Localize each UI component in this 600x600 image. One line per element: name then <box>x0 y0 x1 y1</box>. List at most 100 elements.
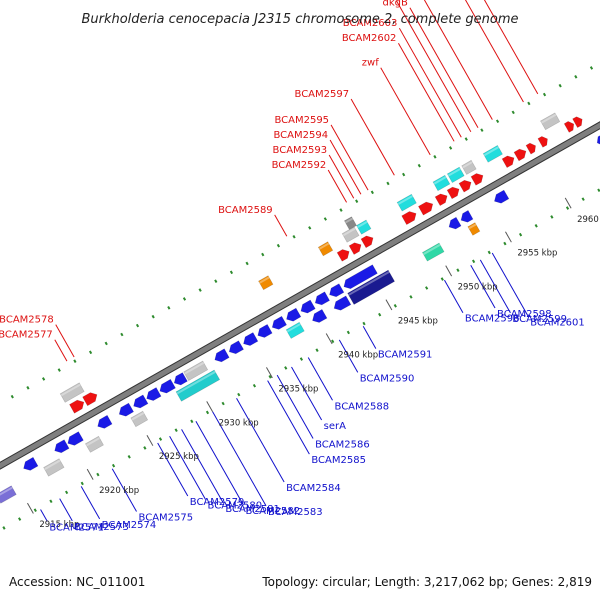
gene-label[interactable]: BCAM2589 <box>218 205 273 216</box>
gene-label[interactable]: BCAM2595 <box>274 115 329 126</box>
gene-feature[interactable] <box>396 193 417 212</box>
gene-label[interactable]: BCAM2593 <box>273 145 328 156</box>
gene-label[interactable]: BCAM2586 <box>315 439 370 450</box>
gene-label[interactable]: BCAM2580 <box>208 501 263 512</box>
gene-feature[interactable] <box>69 399 85 414</box>
gene-label[interactable]: BCAM2582 <box>245 506 300 517</box>
gene-feature[interactable] <box>214 348 230 363</box>
gene-label[interactable]: BCAM2574 <box>102 520 157 531</box>
scale-tick-mark <box>206 401 214 413</box>
gene-labels[interactable]: BCAM2577 BCAM2578 BCAM2589 BCAM2592 BCAM2593… <box>0 0 585 533</box>
gene-feature[interactable] <box>348 242 362 255</box>
gene-feature[interactable] <box>347 269 396 305</box>
gene-feature[interactable] <box>482 144 503 163</box>
gene-label[interactable]: BCAM2581 <box>225 504 280 515</box>
gene-feature[interactable] <box>159 378 176 394</box>
gene-feature[interactable] <box>343 264 378 290</box>
gene-feature[interactable] <box>343 216 357 230</box>
gene-feature[interactable] <box>537 136 548 148</box>
gene-feature[interactable] <box>285 321 305 339</box>
gene-feature[interactable] <box>461 159 477 175</box>
gene-feature[interactable] <box>448 216 462 230</box>
gene-feature[interactable] <box>243 332 259 346</box>
gene-feature[interactable] <box>329 283 345 298</box>
gene-feature[interactable] <box>460 209 474 223</box>
gene-feature[interactable] <box>572 116 583 129</box>
gene-feature[interactable] <box>271 315 288 330</box>
gene-feature[interactable] <box>23 456 39 471</box>
gene-label[interactable]: zwf <box>362 58 379 69</box>
gene-feature[interactable] <box>43 458 65 477</box>
gene-feature[interactable] <box>183 360 209 382</box>
gene-label[interactable]: BCAM2583 <box>268 507 323 518</box>
gene-label[interactable]: BCAM2602 <box>342 33 397 44</box>
gene-label[interactable]: BCAM2578 <box>0 315 54 326</box>
gene-label[interactable]: BCAM2603 <box>343 18 398 29</box>
gene-feature[interactable] <box>314 291 331 306</box>
gene-feature[interactable] <box>501 155 515 169</box>
gene-feature[interactable] <box>341 226 360 243</box>
gene-label[interactable]: dkgB <box>383 0 408 9</box>
gene-feature[interactable] <box>54 439 70 454</box>
gene-feature[interactable] <box>494 189 510 204</box>
gene-label[interactable]: BCAM2592 <box>272 160 327 171</box>
gene-feature[interactable] <box>300 299 316 314</box>
gene-feature[interactable] <box>446 166 465 184</box>
gene-label[interactable]: serA <box>324 421 346 432</box>
gene-feature[interactable] <box>513 148 527 162</box>
gene-feature[interactable] <box>417 201 434 216</box>
gene-feature[interactable] <box>421 242 445 262</box>
gene-feature[interactable] <box>228 340 245 355</box>
gene-feature[interactable] <box>596 135 600 146</box>
gene-feature[interactable] <box>434 193 448 207</box>
gene-feature[interactable] <box>133 394 149 409</box>
gene-feature[interactable] <box>467 222 481 236</box>
gene-feature[interactable] <box>258 275 274 291</box>
gene-feature[interactable] <box>446 186 460 200</box>
gene-feature[interactable] <box>563 121 575 133</box>
gene-label[interactable]: BCAM2596 <box>465 314 520 325</box>
gene-label[interactable]: BCAM2571 <box>49 522 104 533</box>
gene-feature[interactable] <box>525 142 536 155</box>
gene-feature[interactable] <box>173 372 188 386</box>
gene-label[interactable]: BCAM2579 <box>190 497 245 508</box>
gene-label[interactable]: BCAM2599 <box>512 314 567 325</box>
gene-label[interactable]: BCAM2588 <box>335 401 390 412</box>
gene-feature[interactable] <box>401 211 417 226</box>
gene-feature[interactable] <box>470 173 484 186</box>
gene-feature[interactable] <box>317 241 334 257</box>
gene-feature[interactable] <box>356 219 372 235</box>
gene-label[interactable]: BCAM2601 <box>530 317 585 328</box>
gene-feature[interactable] <box>97 414 113 429</box>
gene-feature[interactable] <box>67 431 84 446</box>
gene-label[interactable]: BCAM2585 <box>311 455 366 466</box>
gene-feature[interactable] <box>360 235 374 249</box>
gene-feature[interactable] <box>118 402 135 417</box>
gene-label[interactable]: BCAM2573 <box>74 522 129 533</box>
gene-feature[interactable] <box>336 249 350 262</box>
gene-label[interactable]: BCAM2575 <box>139 513 194 524</box>
gene-label[interactable]: BCAM2591 <box>378 350 433 361</box>
gene-feature[interactable] <box>458 179 472 193</box>
gene-feature[interactable] <box>286 307 302 322</box>
gene-label[interactable]: BCAM2604 <box>340 0 395 2</box>
gene-feature[interactable] <box>130 410 149 428</box>
gene-feature[interactable] <box>0 485 17 504</box>
gene-label[interactable]: BCAM2598 <box>497 309 552 320</box>
gene-feature[interactable] <box>432 174 451 192</box>
gene-feature[interactable] <box>312 308 328 323</box>
gene-label[interactable]: BCAM2584 <box>286 483 341 494</box>
gene-feature[interactable] <box>257 323 273 338</box>
gene-feature[interactable] <box>82 392 98 407</box>
gene-feature[interactable] <box>59 382 85 403</box>
label-leader-line <box>59 498 73 522</box>
gene-label[interactable]: BCAM2577 <box>0 330 53 341</box>
gene-label[interactable]: BCAM2594 <box>274 130 329 141</box>
gene-feature[interactable] <box>333 295 352 311</box>
gene-label[interactable]: BCAM2597 <box>295 89 350 100</box>
gene-feature[interactable] <box>146 387 162 401</box>
gene-feature[interactable] <box>540 112 561 131</box>
gene-feature[interactable] <box>175 369 221 402</box>
gene-feature[interactable] <box>84 435 104 453</box>
gene-label[interactable]: BCAM2590 <box>360 373 415 384</box>
